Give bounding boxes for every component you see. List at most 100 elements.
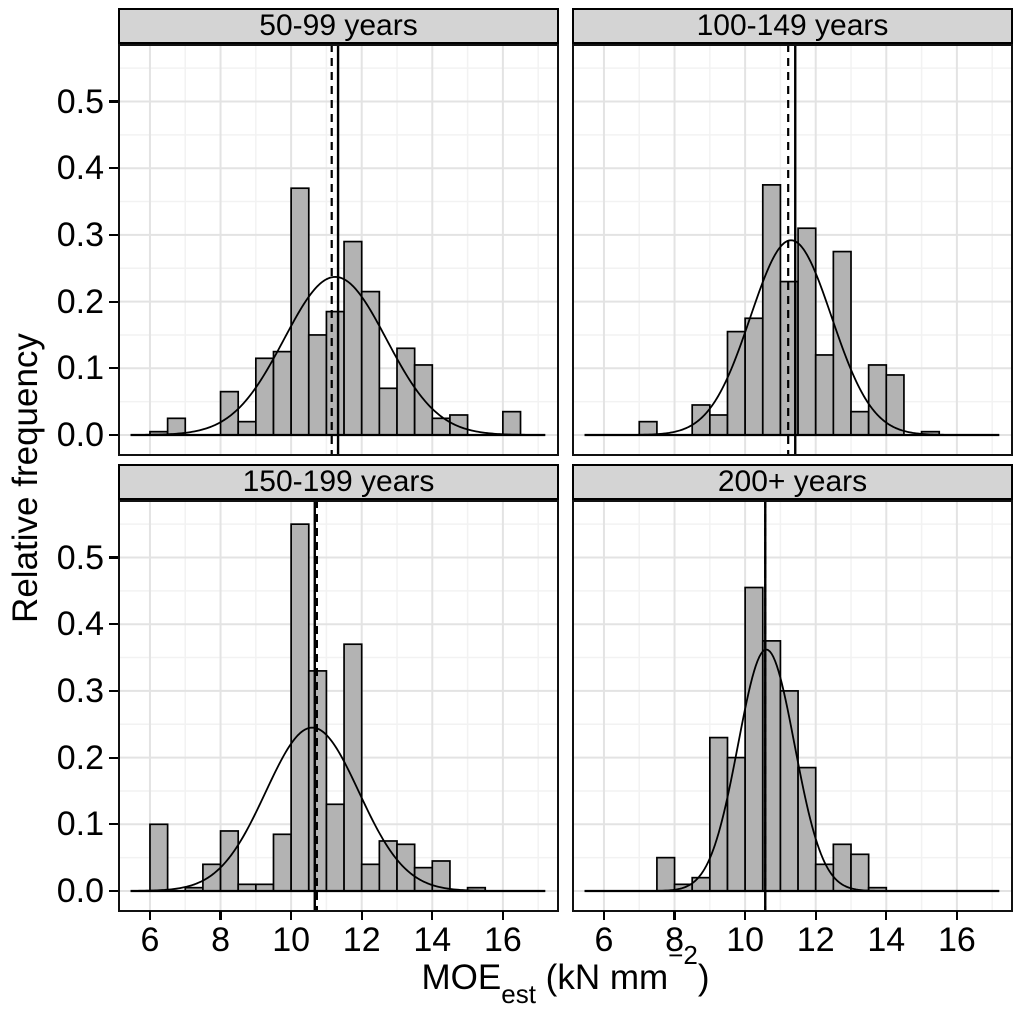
histogram-bar [290, 523, 310, 892]
x-axis-title-mid: (kN mm [535, 958, 669, 997]
histogram-bar [325, 803, 345, 892]
histogram-bar [360, 863, 381, 892]
y-tick-mark [109, 823, 118, 826]
histogram-bar [744, 586, 764, 892]
y-tick-label: 0.3 [56, 671, 104, 710]
histogram-bar [202, 863, 222, 892]
facet-strip-label: 150-199 years [242, 465, 435, 498]
histogram-bar [744, 317, 764, 436]
facet-strip-label: 200+ years [717, 465, 868, 498]
x-tick-mark [602, 911, 606, 920]
histogram-bar [691, 404, 711, 436]
panel-plot-50-99 [118, 44, 559, 456]
histogram-bar [832, 250, 852, 436]
x-tick-label: 14 [413, 921, 452, 959]
histogram-bar [413, 866, 434, 892]
histogram-bar [254, 357, 275, 436]
x-tick-label: 10 [272, 921, 311, 959]
y-tick-mark [109, 100, 118, 103]
histogram-bar [814, 354, 835, 436]
panel-svg [572, 500, 1013, 912]
x-axis-title-base: MOE [421, 958, 502, 997]
y-tick-label: 0.4 [56, 605, 104, 644]
y-tick-mark [109, 233, 118, 236]
x-tick-mark [744, 911, 747, 920]
x-tick-label: 16 [483, 921, 522, 959]
panel-border [572, 44, 1013, 456]
normal-curve [130, 726, 546, 892]
histogram-bar [656, 856, 676, 892]
histogram-bar [219, 390, 240, 436]
histogram-bar [726, 330, 746, 436]
x-axis-title: MOEest (kN mm−2) [118, 942, 1013, 1007]
histogram-bar [885, 374, 905, 436]
x-tick-label: 6 [594, 921, 614, 959]
panel-svg [118, 500, 559, 912]
histogram-bar [850, 853, 870, 892]
panel-plot-200plus [572, 500, 1013, 912]
x-tick-label: 12 [342, 921, 381, 959]
y-tick-label: 0.5 [56, 538, 104, 577]
y-tick-label: 0.1 [56, 805, 104, 844]
histogram-bar [272, 833, 292, 892]
histogram-bar [638, 420, 658, 436]
y-tick-label: 0.2 [56, 282, 104, 321]
histogram-bar [726, 756, 746, 892]
histogram-bar [272, 350, 292, 436]
x-tick-mark [219, 911, 222, 920]
facet-strip-top-left: 50-99 years [118, 8, 559, 44]
y-tick-label: 0.4 [56, 149, 104, 188]
histogram-bar [343, 240, 363, 436]
histogram-bar [850, 410, 870, 436]
facet-strip-top-right: 100-149 years [572, 8, 1013, 44]
histogram-bar [814, 863, 835, 892]
histogram-bar [867, 364, 888, 436]
facet-strip-label: 100-149 years [696, 9, 889, 42]
x-axis-title-subscript: est [501, 979, 536, 1009]
y-tick-label: 0.5 [56, 82, 104, 121]
y-tick-mark [109, 367, 118, 370]
facet-strip-bottom-right: 200+ years [572, 464, 1013, 500]
histogram-bar [797, 227, 817, 436]
y-tick-label: 0.1 [56, 349, 104, 388]
y-tick-mark [109, 556, 118, 559]
y-tick-mark [109, 689, 118, 692]
x-tick-mark [431, 911, 434, 920]
y-tick-mark [109, 167, 118, 170]
panel-plot-100-149 [572, 44, 1013, 456]
y-tick-mark [109, 889, 118, 893]
x-tick-mark [501, 911, 504, 920]
panel-svg [572, 44, 1013, 456]
histogram-bar [708, 414, 729, 436]
histogram-bar [502, 410, 522, 436]
facet-strip-bottom-left: 150-199 years [118, 464, 559, 500]
x-tick-label: 14 [867, 921, 906, 959]
x-tick-mark [148, 911, 152, 920]
facet-strip-label: 50-99 years [259, 9, 418, 42]
histogram-bar [325, 310, 345, 436]
x-tick-mark [955, 911, 958, 920]
histogram-bar [761, 184, 782, 436]
x-tick-label: 12 [796, 921, 835, 959]
x-axis-title-superscript: −2 [668, 940, 698, 971]
panel-border [118, 500, 559, 912]
x-tick-label: 8 [665, 921, 684, 959]
y-tick-label: 0.0 [56, 416, 104, 454]
x-tick-label: 6 [140, 921, 160, 959]
x-tick-mark [360, 911, 363, 920]
normal-curve [584, 648, 1000, 892]
y-tick-mark [109, 433, 118, 437]
x-tick-mark [885, 911, 888, 920]
panel-plot-150-199 [118, 500, 559, 912]
y-tick-label: 0.2 [56, 738, 104, 777]
panel-svg [118, 44, 559, 456]
histogram-bar [149, 823, 169, 892]
panel-border [572, 500, 1013, 912]
histogram-bar [307, 334, 328, 436]
histogram-bar [360, 290, 381, 436]
histogram-bar [708, 736, 729, 892]
y-tick-mark [109, 623, 118, 626]
panel-border [118, 44, 559, 456]
x-tick-mark [814, 911, 817, 920]
